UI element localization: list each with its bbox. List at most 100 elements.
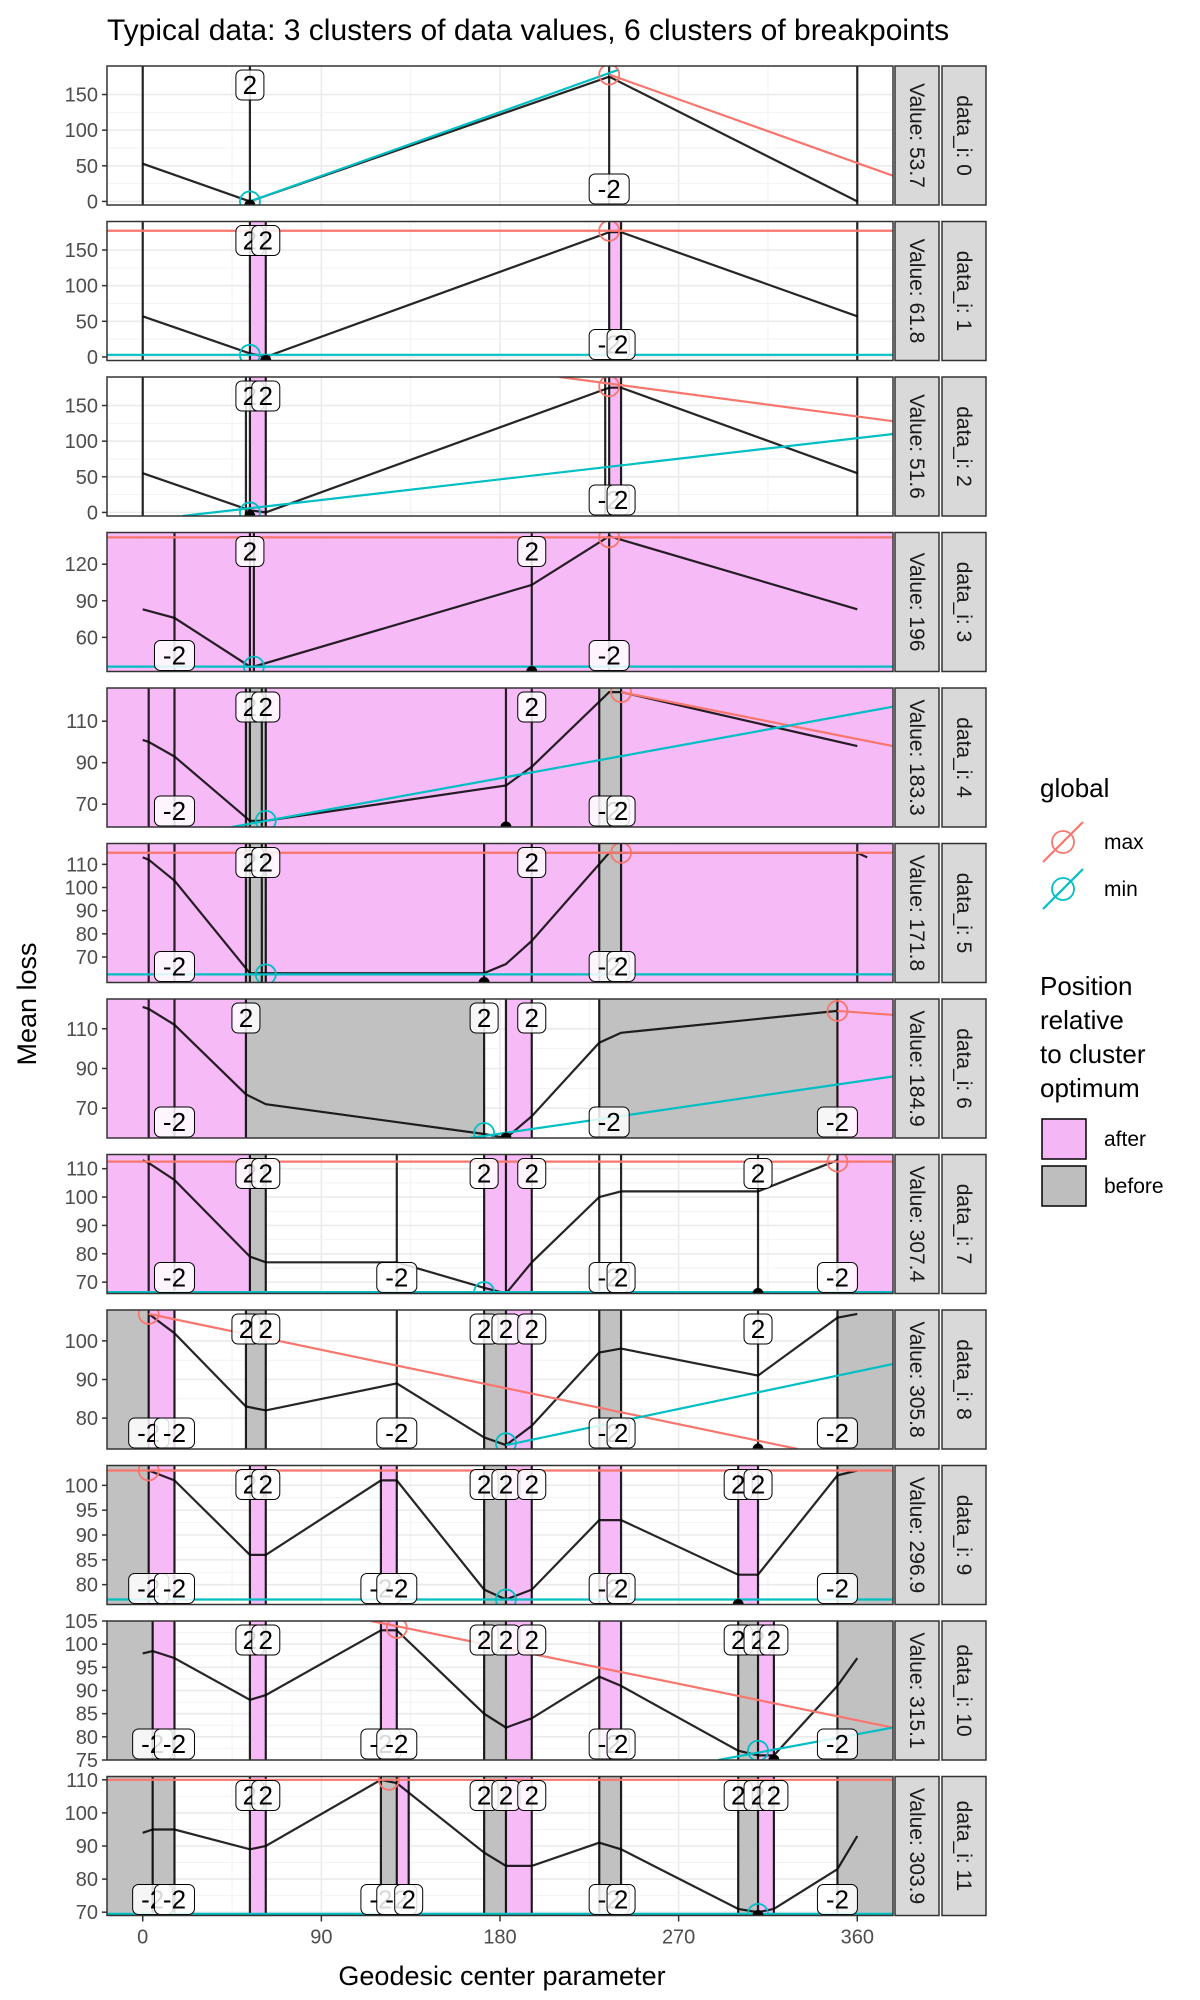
loss-curve bbox=[142, 690, 858, 822]
y-tick-label: 70 bbox=[76, 947, 98, 969]
global-min-marker bbox=[242, 655, 265, 672]
legend-marker-min bbox=[1051, 877, 1075, 901]
chart-title: Typical data: 3 clusters of data values,… bbox=[107, 14, 949, 47]
breakpoint-label-box bbox=[251, 1158, 281, 1189]
minimum-point bbox=[500, 821, 512, 827]
breakpoint-label-box bbox=[588, 640, 630, 671]
breakpoint-label: 2 bbox=[259, 1625, 273, 1655]
panel-border bbox=[106, 220, 894, 362]
breakpoint-label-box bbox=[153, 1728, 195, 1760]
breakpoint-label-box bbox=[606, 1728, 636, 1760]
y-tick-label: 110 bbox=[66, 1770, 98, 1792]
breakpoint-label-box bbox=[153, 1106, 195, 1138]
y-tick-label: 0 bbox=[87, 191, 98, 213]
y-tick-label: 0 bbox=[87, 347, 98, 369]
y-tick-label: 100 bbox=[65, 276, 98, 298]
strip-data-index-text: data_i: 2 bbox=[952, 406, 975, 487]
strip-value bbox=[894, 65, 940, 206]
y-tick-label: 75 bbox=[76, 1750, 98, 1772]
strip-data-index-text: data_i: 10 bbox=[952, 1644, 975, 1736]
y-tick-label: 90 bbox=[76, 1215, 98, 1237]
global-min-marker bbox=[254, 963, 277, 983]
strip-data-index bbox=[941, 220, 987, 362]
strip-data-index-text: data_i: 11 bbox=[952, 1801, 975, 1892]
breakpoint-label: -2 bbox=[826, 1107, 849, 1137]
y-tick-label: 90 bbox=[76, 753, 98, 775]
x-tick-label: 180 bbox=[483, 1927, 516, 1949]
strip-value-text: Value: 51.6 bbox=[905, 394, 928, 499]
strip-value bbox=[894, 1775, 940, 1917]
y-tick-label: 80 bbox=[76, 1244, 98, 1266]
global-min-line bbox=[505, 1362, 893, 1447]
breakpoint-label-box bbox=[251, 225, 281, 256]
breakpoint-label: 2 bbox=[614, 1574, 628, 1604]
region-before bbox=[598, 999, 838, 1138]
panel-border bbox=[106, 376, 894, 517]
breakpoint-label: -2 bbox=[826, 1574, 849, 1604]
breakpoint-label: 2 bbox=[731, 1470, 745, 1500]
strip-value bbox=[894, 220, 940, 362]
y-tick-label: 60 bbox=[76, 627, 98, 649]
breakpoint-label-box bbox=[235, 69, 265, 101]
minimum-point bbox=[478, 977, 490, 983]
breakpoint-label-box bbox=[743, 1313, 773, 1345]
minimum-point bbox=[752, 1443, 764, 1449]
strip-value bbox=[894, 1620, 940, 1761]
breakpoint-label-box bbox=[517, 1780, 547, 1811]
breakpoint-label-box bbox=[606, 329, 636, 360]
breakpoint-label-box bbox=[816, 1573, 858, 1604]
strip-value-text: Value: 171.8 bbox=[905, 855, 928, 971]
breakpoint-label-box bbox=[376, 1573, 418, 1604]
facet-panel: 2 -2 0 50 100 150 Value: 53.7 data_i: 0 bbox=[65, 65, 987, 213]
breakpoint-label: 2 bbox=[401, 1885, 415, 1915]
region-after bbox=[608, 532, 893, 672]
strip-data-index-text: data_i: 7 bbox=[952, 1184, 975, 1265]
panel-border bbox=[106, 842, 894, 984]
region-before bbox=[245, 999, 485, 1138]
breakpoint-label-box bbox=[469, 1158, 499, 1189]
y-tick-label: 95 bbox=[76, 1657, 98, 1679]
breakpoint-label: 2 bbox=[259, 381, 273, 411]
breakpoint-label: 2 bbox=[751, 1470, 765, 1500]
facet-panel: -2-222-2-22222-22222-2708090100110Value:… bbox=[65, 1770, 987, 1924]
strip-data-index-text: data_i: 0 bbox=[952, 95, 975, 176]
breakpoint-label: 2 bbox=[477, 1159, 491, 1189]
breakpoint-label: -2 bbox=[598, 1107, 621, 1137]
global-min-line bbox=[249, 68, 620, 203]
breakpoint-label-box bbox=[759, 1780, 789, 1811]
minimum-point bbox=[244, 510, 256, 516]
breakpoint-label: 2 bbox=[767, 1781, 781, 1811]
breakpoint-label: 2 bbox=[614, 1885, 628, 1915]
minimum-point bbox=[732, 1599, 744, 1605]
y-tick-label: 80 bbox=[76, 1869, 98, 1891]
global-min-marker bbox=[495, 1588, 517, 1605]
breakpoint-label-box bbox=[816, 1728, 858, 1760]
global-max-marker bbox=[598, 377, 621, 398]
global-min-marker bbox=[239, 343, 261, 361]
minimum-point bbox=[526, 666, 538, 672]
global-max-marker bbox=[610, 688, 632, 704]
y-tick-label: 100 bbox=[65, 1803, 98, 1825]
breakpoint-label-box bbox=[469, 1002, 499, 1034]
breakpoint-label: 2 bbox=[614, 1729, 628, 1759]
strip-data-index bbox=[941, 998, 987, 1139]
y-tick-label: 85 bbox=[76, 1550, 98, 1572]
breakpoint-label-box bbox=[606, 1573, 636, 1604]
loss-curve bbox=[142, 231, 858, 359]
region-after bbox=[265, 688, 600, 827]
breakpoint-label-box bbox=[759, 1624, 789, 1656]
panel-plot-area bbox=[107, 377, 893, 516]
loss-curve bbox=[142, 1629, 859, 1757]
strip-value-text: Value: 61.8 bbox=[905, 239, 928, 344]
strip-data-index bbox=[941, 1775, 987, 1917]
breakpoint-label: 2 bbox=[243, 70, 257, 100]
breakpoint-label: -2 bbox=[163, 796, 186, 826]
panel-plot-area bbox=[107, 999, 893, 1138]
breakpoint-label-box bbox=[153, 795, 195, 827]
loss-curve bbox=[142, 1005, 838, 1138]
y-tick-label: 100 bbox=[65, 1634, 98, 1656]
breakpoint-label: -2 bbox=[826, 1729, 849, 1759]
global-min-marker bbox=[239, 190, 261, 205]
